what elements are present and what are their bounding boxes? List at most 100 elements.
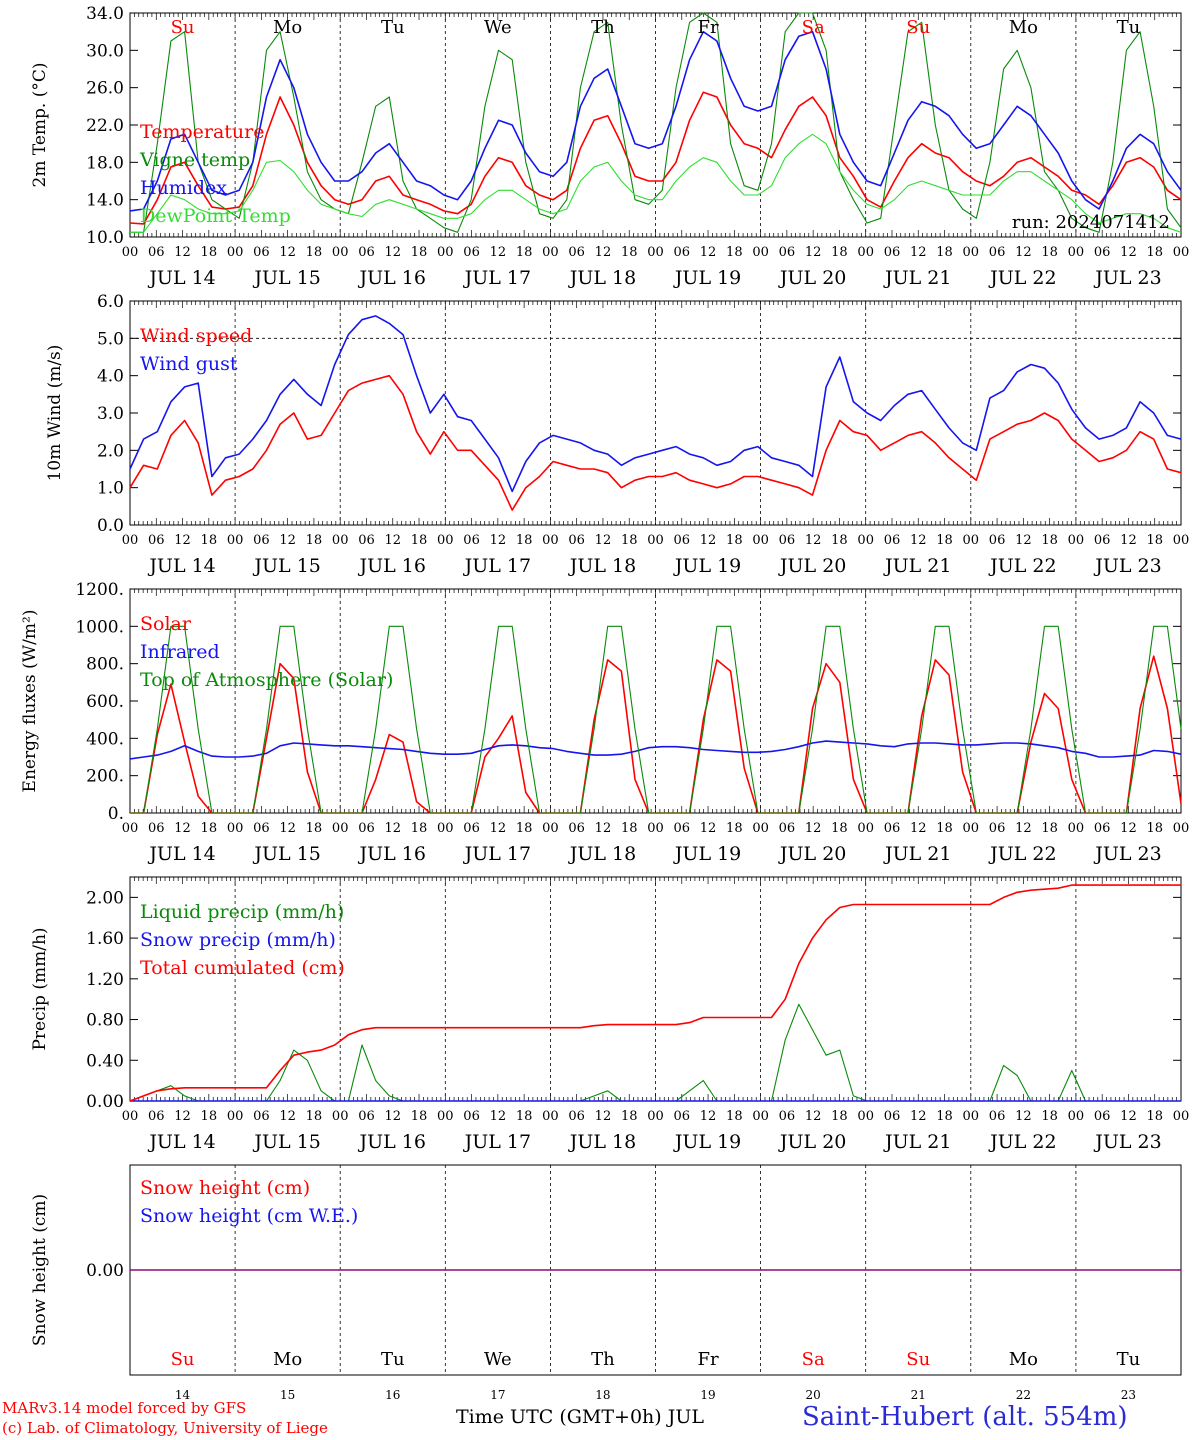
hour-tick-label: 06: [568, 245, 585, 260]
date-label: JUL 21: [883, 843, 951, 865]
hour-tick-label: 00: [1173, 245, 1190, 260]
y-tick-label: 200.: [86, 767, 124, 787]
hour-tick-label: 12: [910, 533, 927, 548]
hour-tick-label: 00: [857, 245, 874, 260]
date-label: JUL 18: [568, 267, 636, 289]
date-label: JUL 19: [673, 267, 741, 289]
hour-tick-label: 18: [936, 245, 953, 260]
hour-tick-label: 12: [174, 1109, 191, 1124]
hour-tick-label: 00: [1173, 1109, 1190, 1124]
hour-tick-label: 06: [1094, 245, 1111, 260]
hour-tick-label: 00: [227, 1109, 244, 1124]
hour-tick-label: 06: [253, 821, 270, 836]
legend-entry: Snow height (cm): [140, 1177, 310, 1199]
y-tick-label: 2.00: [86, 888, 124, 908]
hour-tick-label: 06: [568, 533, 585, 548]
hour-tick-label: 06: [884, 821, 901, 836]
date-label: JUL 20: [778, 1131, 846, 1153]
legend-entry: Total cumulated (cm): [140, 957, 345, 979]
hour-tick-label: 00: [647, 821, 664, 836]
y-tick-label: 0.40: [86, 1051, 124, 1071]
hour-tick-label: 12: [174, 245, 191, 260]
legend-entry: Snow precip (mm/h): [140, 929, 336, 951]
y-axis-title: Snow height (cm): [30, 1194, 50, 1346]
hour-tick-label: 12: [700, 821, 717, 836]
hour-tick-label: 12: [174, 533, 191, 548]
y-tick-label: 34.0: [86, 4, 124, 24]
hour-tick-label: 06: [253, 533, 270, 548]
hour-tick-label: 18: [621, 1109, 638, 1124]
weekday-label-top: Mo: [1009, 17, 1038, 38]
hour-tick-label: 12: [910, 821, 927, 836]
hour-tick-label: 00: [437, 821, 454, 836]
hour-tick-label: 06: [674, 245, 691, 260]
hour-tick-label: 00: [332, 245, 349, 260]
date-label: JUL 17: [463, 843, 531, 865]
hour-tick-label: 12: [490, 1109, 507, 1124]
hour-tick-label: 12: [595, 821, 612, 836]
weekday-label-top: Su: [171, 17, 195, 38]
hour-tick-label: 18: [201, 821, 218, 836]
hour-tick-label: 18: [411, 1109, 428, 1124]
hour-tick-label: 12: [700, 1109, 717, 1124]
hour-tick-label: 18: [1041, 1109, 1058, 1124]
hour-tick-label: 18: [936, 533, 953, 548]
weekday-label-top: Fr: [698, 17, 719, 38]
y-tick-label: 10.0: [86, 228, 124, 248]
hour-tick-label: 06: [779, 1109, 796, 1124]
date-label: JUL 23: [1093, 843, 1161, 865]
date-label: JUL 16: [358, 843, 426, 865]
hour-tick-label: 06: [463, 821, 480, 836]
hour-tick-label: 00: [542, 821, 559, 836]
hour-tick-label: 12: [279, 245, 296, 260]
date-label: JUL 17: [463, 267, 531, 289]
plot-frame: [129, 300, 1182, 526]
hour-tick-label: 12: [279, 533, 296, 548]
y-tick-label: 22.0: [86, 116, 124, 136]
hour-tick-label: 06: [989, 245, 1006, 260]
hour-tick-label: 06: [568, 821, 585, 836]
hour-tick-label: 18: [516, 1109, 533, 1124]
hour-tick-label: 12: [490, 533, 507, 548]
hour-tick-label: 18: [516, 533, 533, 548]
y-tick-label: 3.0: [97, 404, 124, 424]
legend-entry: Snow height (cm W.E.): [140, 1205, 358, 1227]
hour-tick-label: 12: [910, 1109, 927, 1124]
date-label: JUL 15: [252, 843, 320, 865]
hour-tick-label: 18: [411, 533, 428, 548]
hour-tick-label: 06: [148, 533, 165, 548]
hour-tick-label: 00: [1068, 1109, 1085, 1124]
hour-tick-label: 06: [358, 821, 375, 836]
weekday-label-bottom: Mo: [1009, 1349, 1038, 1370]
weekday-label-top: Mo: [273, 17, 302, 38]
y-tick-label: 0.0: [97, 516, 124, 536]
hour-tick-label: 06: [1094, 1109, 1111, 1124]
date-label: JUL 16: [358, 555, 426, 577]
weekday-label-top: Tu: [381, 17, 405, 38]
hour-tick-label: 06: [148, 1109, 165, 1124]
hour-tick-label: 00: [857, 1109, 874, 1124]
hour-tick-label: 18: [1041, 245, 1058, 260]
date-label: JUL 23: [1093, 1131, 1161, 1153]
hour-tick-label: 12: [1015, 1109, 1032, 1124]
hour-tick-label: 18: [306, 1109, 323, 1124]
hour-tick-label: 00: [1068, 533, 1085, 548]
hour-tick-label: 06: [884, 1109, 901, 1124]
hour-tick-label: 18: [411, 821, 428, 836]
y-axis-title: Precip (mm/h): [30, 927, 50, 1050]
series-line-infrared: [129, 740, 1182, 760]
day-number-label: 16: [385, 1388, 400, 1402]
hour-tick-label: 00: [437, 533, 454, 548]
legend-entry: Solar: [140, 613, 192, 635]
hour-tick-label: 06: [463, 533, 480, 548]
hour-tick-label: 12: [384, 533, 401, 548]
hour-tick-label: 00: [122, 821, 139, 836]
hour-tick-label: 12: [805, 821, 822, 836]
hour-tick-label: 06: [148, 245, 165, 260]
hour-tick-label: 00: [437, 245, 454, 260]
legend-entry: Wind speed: [140, 325, 252, 347]
y-tick-label: 1.60: [86, 929, 124, 949]
day-number-label: 22: [1016, 1388, 1031, 1402]
date-label: JUL 22: [988, 267, 1056, 289]
hour-tick-label: 18: [201, 533, 218, 548]
